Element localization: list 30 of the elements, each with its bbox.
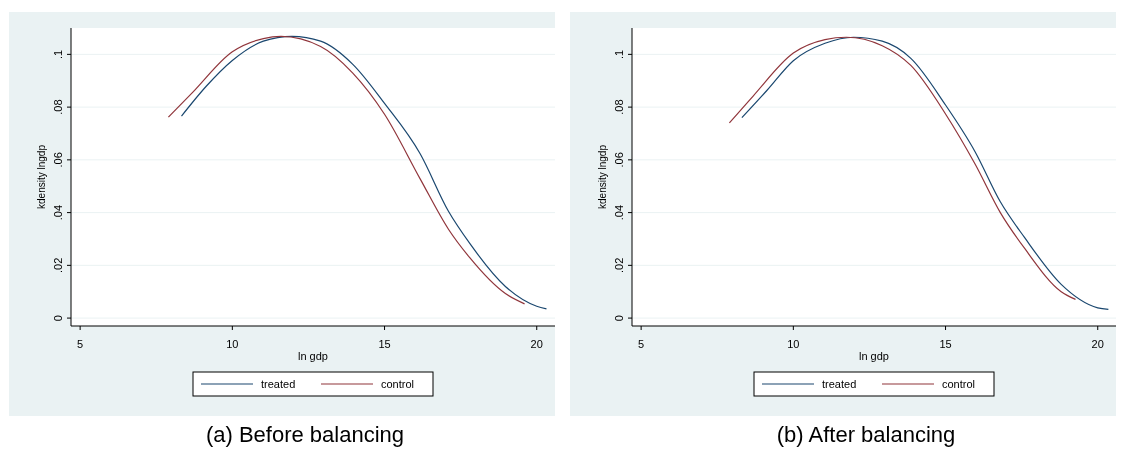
x-tick-label: 10 (787, 338, 800, 350)
y-tick-label: .1 (52, 49, 64, 59)
legend-label: control (942, 378, 976, 390)
x-tick-label: 5 (77, 338, 84, 350)
y-tick-label: .02 (52, 257, 64, 273)
y-tick-label: .02 (613, 257, 625, 273)
y-tick-label: .06 (613, 152, 625, 168)
x-tick-label: 15 (378, 338, 391, 350)
y-tick-label: 0 (613, 315, 625, 322)
y-tick-label: .06 (52, 152, 64, 168)
x-tick-label: 20 (1091, 338, 1104, 350)
legend-label: control (381, 378, 415, 390)
y-tick-label: .04 (52, 204, 64, 221)
y-tick-label: .08 (613, 99, 625, 115)
y-tick-label: 0 (52, 315, 64, 322)
y-tick-label: .04 (613, 204, 625, 221)
legend-label: treated (261, 378, 296, 390)
text: (b) After balancing (776, 422, 956, 447)
y-tick-label: .08 (52, 99, 64, 115)
x-tick-label: 15 (939, 338, 952, 350)
text: (a) Before balancing (205, 422, 405, 447)
y-tick-label: .1 (613, 49, 625, 59)
x-tick-label: 10 (226, 338, 239, 350)
x-tick-label: 20 (530, 338, 543, 350)
legend-label: treated (822, 378, 857, 390)
y-axis-title: kdensity lngdp (36, 144, 47, 209)
x-axis-title: ln gdp (859, 350, 889, 362)
y-axis-title: kdensity lngdp (597, 144, 608, 209)
x-axis-title: ln gdp (298, 350, 328, 362)
x-tick-label: 5 (638, 338, 645, 350)
